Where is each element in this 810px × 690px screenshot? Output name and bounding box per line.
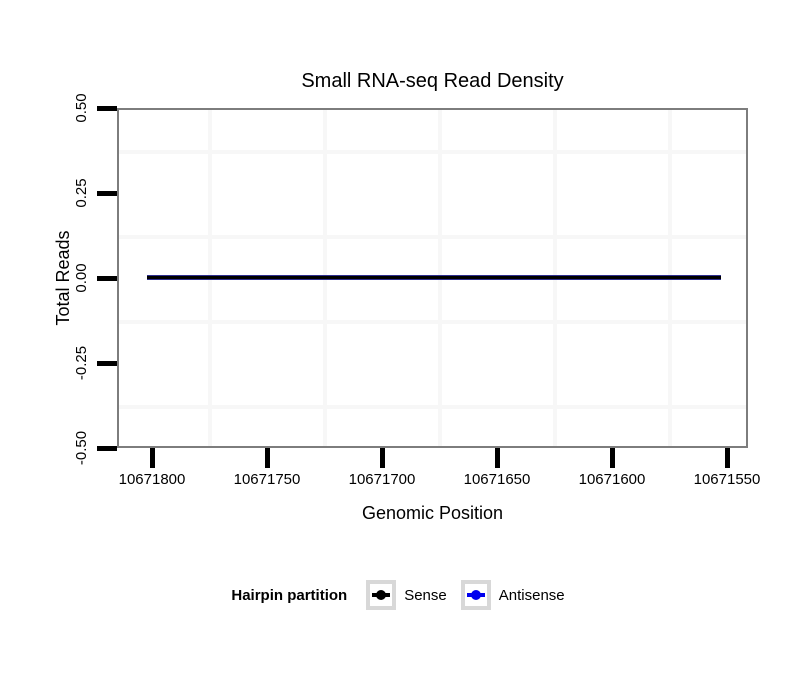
x-axis-tick — [265, 448, 270, 468]
plot-panel — [117, 108, 748, 448]
x-axis-tick — [610, 448, 615, 468]
legend-title: Hairpin partition — [231, 586, 348, 604]
y-axis-tick-label: -0.25 — [73, 345, 90, 381]
y-axis-tick-label: 0.25 — [73, 178, 90, 208]
x-axis-tick — [495, 448, 500, 468]
chart-title: Small RNA-seq Read Density — [301, 70, 564, 92]
legend-label-sense: Sense — [404, 586, 447, 604]
x-axis-tick-label: 10671550 — [693, 471, 761, 488]
x-axis-tick-label: 10671800 — [118, 471, 186, 488]
x-axis-tick-label: 10671700 — [348, 471, 416, 488]
y-axis-tick-label: 0.00 — [73, 263, 90, 293]
y-axis-tick — [97, 361, 117, 366]
y-axis-tick-label: -0.50 — [73, 430, 90, 466]
x-axis-tick — [380, 448, 385, 468]
legend: Hairpin partition Sense Antisense — [0, 579, 810, 611]
gridline-horizontal — [119, 320, 746, 324]
x-axis-tick — [150, 448, 155, 468]
y-axis-tick — [97, 191, 117, 196]
gridline-horizontal — [119, 405, 746, 409]
x-axis-tick-label: 10671650 — [463, 471, 531, 488]
legend-key-antisense — [460, 580, 491, 610]
y-axis-title: Total Reads — [53, 230, 73, 326]
sense-point-icon — [376, 590, 387, 600]
y-axis-tick — [97, 276, 117, 281]
gridline-horizontal — [119, 235, 746, 239]
gridline-horizontal — [119, 150, 746, 154]
x-axis-tick-label: 10671750 — [233, 471, 301, 488]
antisense-point-icon — [470, 590, 481, 600]
legend-label-antisense: Antisense — [498, 586, 565, 604]
x-axis-title: Genomic Position — [361, 503, 504, 523]
x-axis-tick — [725, 448, 730, 468]
y-axis-tick-label: 0.50 — [73, 93, 90, 123]
y-axis-tick — [97, 446, 117, 451]
read-density-line — [147, 275, 721, 280]
x-axis-tick-label: 10671600 — [578, 471, 646, 488]
legend-key-sense — [366, 580, 397, 610]
y-axis-tick — [97, 106, 117, 111]
